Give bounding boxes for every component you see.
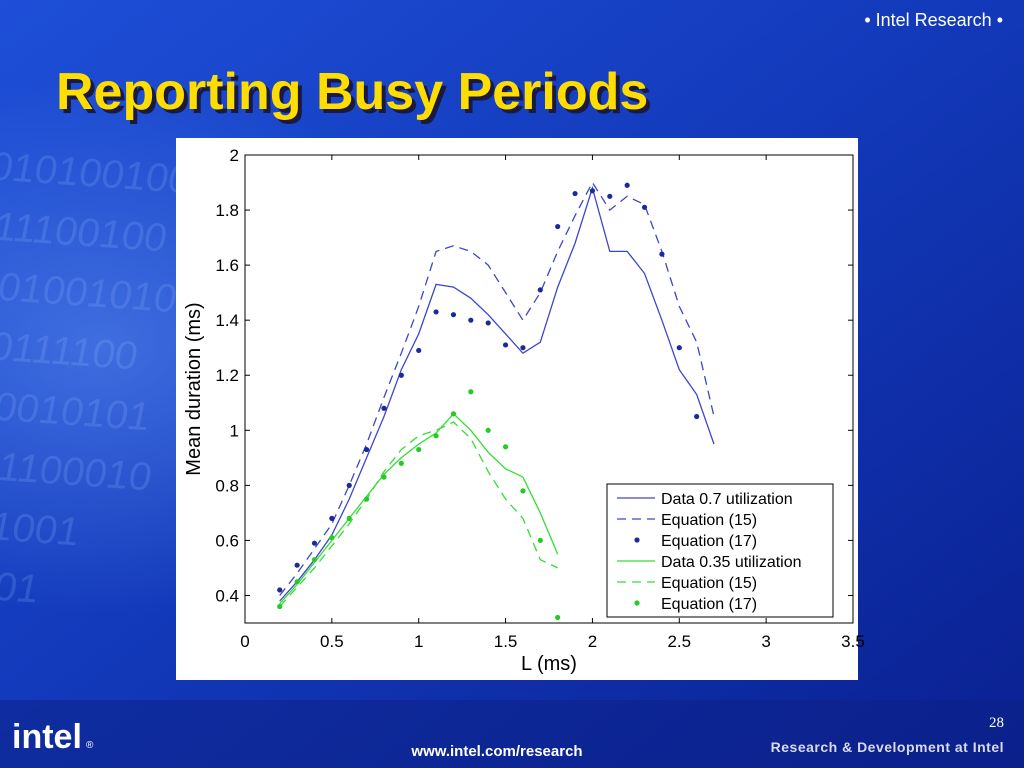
binary-text: 1001 bbox=[0, 504, 79, 554]
y-tick-label: 1.4 bbox=[215, 311, 239, 330]
data-point bbox=[520, 488, 526, 494]
binary-text: 1100010 bbox=[0, 445, 151, 500]
binary-text: 0010101 bbox=[0, 385, 150, 440]
legend-marker bbox=[634, 537, 640, 543]
y-axis-label: Mean duration (ms) bbox=[183, 302, 205, 475]
y-tick-label: 1.6 bbox=[215, 256, 239, 275]
data-point bbox=[659, 251, 665, 257]
background-binary: 0101001001110010001001010011110000101011… bbox=[0, 144, 190, 611]
x-tick-label: 1 bbox=[414, 632, 423, 651]
legend-marker bbox=[634, 600, 640, 606]
data-point bbox=[433, 433, 439, 439]
data-point bbox=[537, 537, 543, 544]
data-point bbox=[485, 427, 491, 433]
legend-label: Equation (17) bbox=[661, 596, 757, 613]
series-line bbox=[279, 421, 558, 607]
legend-label: Equation (15) bbox=[661, 512, 757, 529]
data-point bbox=[450, 411, 457, 417]
page-number: 28 bbox=[989, 715, 1004, 731]
series-line bbox=[279, 412, 559, 605]
data-point bbox=[311, 557, 318, 563]
y-tick-label: 0.4 bbox=[215, 586, 239, 605]
legend-label: Data 0.7 utilization bbox=[661, 491, 793, 508]
binary-text: 0111100 bbox=[0, 324, 137, 378]
data-point bbox=[311, 540, 318, 546]
y-tick-label: 2 bbox=[230, 146, 239, 165]
data-point bbox=[364, 496, 370, 502]
data-point bbox=[589, 188, 596, 194]
data-point bbox=[555, 223, 561, 230]
data-point bbox=[433, 309, 439, 315]
x-tick-label: 0 bbox=[240, 632, 249, 651]
data-point bbox=[607, 193, 613, 199]
series-line bbox=[279, 185, 715, 602]
data-point bbox=[485, 320, 491, 326]
footer-tagline: Research & Development at Intel bbox=[771, 739, 1004, 755]
y-tick-label: 1.2 bbox=[215, 366, 239, 385]
data-point bbox=[294, 579, 300, 585]
data-point bbox=[398, 372, 404, 378]
data-point bbox=[381, 405, 387, 411]
binary-text: 01 bbox=[0, 565, 38, 612]
data-point bbox=[364, 446, 370, 453]
series-line bbox=[279, 181, 715, 596]
data-point bbox=[398, 460, 404, 466]
footer-url: www.intel.com/research bbox=[410, 743, 582, 760]
data-point bbox=[502, 444, 509, 450]
x-tick-label: 2 bbox=[588, 632, 597, 651]
data-point bbox=[416, 446, 422, 453]
data-point bbox=[277, 603, 283, 610]
x-tick-label: 3 bbox=[761, 632, 770, 651]
data-point bbox=[555, 614, 561, 621]
title-shadow: Reporting Busy Periods bbox=[60, 67, 652, 125]
data-point bbox=[329, 535, 335, 541]
data-point bbox=[502, 342, 509, 348]
legend-box bbox=[606, 483, 834, 618]
plot-frame bbox=[244, 154, 854, 624]
data-point bbox=[381, 474, 387, 480]
data-point bbox=[294, 562, 300, 568]
y-tick-label: 1.8 bbox=[215, 201, 239, 220]
data-point bbox=[450, 312, 457, 318]
logo: intel bbox=[12, 718, 82, 756]
y-tick-label: 1 bbox=[230, 421, 239, 440]
data-point bbox=[346, 515, 352, 521]
legend-label: Data 0.35 utilization bbox=[661, 554, 802, 571]
x-tick-label: 2.5 bbox=[667, 632, 691, 651]
footer-band bbox=[0, 700, 1024, 768]
legend-label: Equation (17) bbox=[661, 533, 757, 550]
legend-label: Equation (15) bbox=[661, 575, 757, 592]
y-tick-label: 0.8 bbox=[215, 476, 239, 495]
data-point bbox=[520, 345, 526, 351]
data-point bbox=[624, 182, 630, 188]
x-axis-label: L (ms) bbox=[521, 653, 577, 675]
brand: • Intel Research • bbox=[864, 10, 1003, 30]
data-point bbox=[346, 482, 352, 488]
data-point bbox=[641, 204, 648, 210]
data-point bbox=[277, 587, 283, 593]
chart: 0 0.5 1 1.5 2 2.5 3 3.50.40.60.811.21.41.61.82L… bbox=[183, 146, 865, 675]
data-point bbox=[416, 347, 422, 354]
data-point bbox=[468, 389, 474, 395]
title: Reporting Busy Periods bbox=[56, 63, 648, 121]
x-tick-label: 0.5 bbox=[320, 632, 344, 651]
data-point bbox=[694, 413, 700, 420]
logo-registered: ® bbox=[86, 740, 94, 751]
data-point bbox=[329, 515, 335, 521]
y-tick-label: 0.6 bbox=[215, 531, 239, 550]
data-point bbox=[676, 345, 682, 351]
data-point bbox=[572, 190, 578, 197]
x-tick-label: 3.5 bbox=[841, 632, 865, 651]
data-point bbox=[468, 317, 474, 323]
data-point bbox=[537, 287, 543, 293]
x-tick-label: 1.5 bbox=[494, 632, 518, 651]
